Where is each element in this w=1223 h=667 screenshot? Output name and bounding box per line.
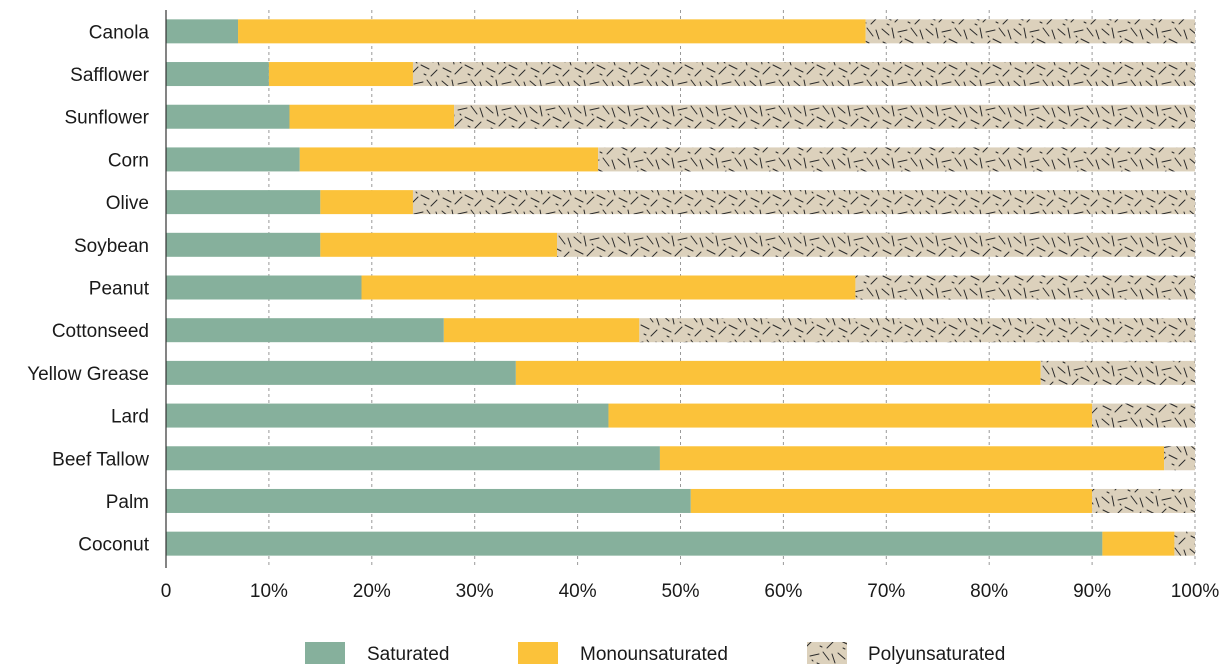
bar-row-sunflower bbox=[166, 104, 1195, 129]
x-tick-label-60: 60% bbox=[764, 581, 802, 602]
x-tick-label-10: 10% bbox=[250, 581, 288, 602]
legend-swatch-monounsaturated bbox=[518, 642, 558, 664]
category-label-olive: Olive bbox=[106, 193, 149, 214]
bar-coconut-polyunsaturated bbox=[1174, 531, 1195, 556]
bar-peanut-monounsaturated bbox=[361, 275, 856, 300]
category-label-sunflower: Sunflower bbox=[65, 108, 150, 129]
x-tick-label-80: 80% bbox=[970, 581, 1008, 602]
bar-soybean-saturated bbox=[166, 232, 321, 257]
category-label-coconut: Coconut bbox=[78, 535, 149, 556]
bar-sunflower-monounsaturated bbox=[289, 104, 455, 129]
bar-row-beef-tallow bbox=[166, 446, 1195, 471]
bar-olive-monounsaturated bbox=[320, 190, 413, 215]
bar-yellow-grease-monounsaturated bbox=[515, 360, 1041, 385]
bar-row-canola bbox=[166, 19, 1195, 44]
bar-sunflower-polyunsaturated bbox=[454, 104, 1195, 129]
bar-row-corn bbox=[166, 147, 1195, 172]
bar-soybean-monounsaturated bbox=[320, 232, 558, 257]
legend-swatch-polyunsaturated bbox=[807, 642, 847, 664]
bar-soybean-polyunsaturated bbox=[557, 232, 1195, 257]
bar-row-lard bbox=[166, 403, 1195, 428]
bar-yellow-grease-polyunsaturated bbox=[1040, 360, 1195, 385]
bar-row-coconut bbox=[166, 531, 1195, 556]
legend-label-monounsaturated: Monounsaturated bbox=[580, 644, 728, 665]
bar-safflower-saturated bbox=[166, 62, 269, 87]
legend-swatch-saturated bbox=[305, 642, 345, 664]
x-tick-label-30: 30% bbox=[456, 581, 494, 602]
category-label-corn: Corn bbox=[108, 150, 149, 171]
bar-cottonseed-polyunsaturated bbox=[639, 318, 1195, 343]
category-label-canola: Canola bbox=[89, 22, 150, 43]
bar-lard-saturated bbox=[166, 403, 609, 428]
category-label-soybean: Soybean bbox=[74, 236, 149, 257]
x-tick-label-50: 50% bbox=[661, 581, 699, 602]
category-label-peanut: Peanut bbox=[89, 279, 150, 300]
x-tick-label-zero: 0 bbox=[161, 581, 172, 602]
legend-label-polyunsaturated: Polyunsaturated bbox=[868, 644, 1005, 665]
bar-beef-tallow-polyunsaturated bbox=[1164, 446, 1195, 471]
category-label-cottonseed: Cottonseed bbox=[52, 321, 149, 342]
legend-label-saturated: Saturated bbox=[367, 644, 449, 665]
legend: Saturated Monounsaturated Polyunsaturated bbox=[305, 642, 1005, 665]
bar-row-peanut bbox=[166, 275, 1195, 300]
category-label-beef-tallow: Beef Tallow bbox=[52, 449, 149, 470]
bar-corn-polyunsaturated bbox=[598, 147, 1195, 172]
bar-row-safflower bbox=[166, 62, 1196, 87]
bar-safflower-monounsaturated bbox=[268, 62, 413, 87]
bar-beef-tallow-monounsaturated bbox=[659, 446, 1165, 471]
bar-lard-polyunsaturated bbox=[1092, 403, 1195, 428]
axes: 0 10% 20% 30% 40% 50% 60% 70% 80% 90% 100% Canola Sa… bbox=[27, 10, 1219, 602]
bar-row-olive bbox=[166, 190, 1196, 215]
category-label-yellow-grease: Yellow Grease bbox=[27, 364, 149, 385]
bar-canola-monounsaturated bbox=[238, 19, 866, 44]
category-label-lard: Lard bbox=[111, 407, 149, 428]
bar-coconut-saturated bbox=[166, 531, 1103, 556]
x-tick-label-90: 90% bbox=[1073, 581, 1111, 602]
bar-cottonseed-monounsaturated bbox=[443, 318, 640, 343]
bar-palm-monounsaturated bbox=[690, 488, 1093, 513]
x-tick-label-70: 70% bbox=[867, 581, 905, 602]
bar-corn-monounsaturated bbox=[299, 147, 599, 172]
bar-olive-saturated bbox=[166, 190, 321, 215]
bar-beef-tallow-saturated bbox=[166, 446, 660, 471]
x-tick-label-40: 40% bbox=[559, 581, 597, 602]
bar-lard-monounsaturated bbox=[608, 403, 1093, 428]
bar-canola-polyunsaturated bbox=[865, 19, 1195, 44]
x-tick-label-20: 20% bbox=[353, 581, 391, 602]
bar-row-palm bbox=[166, 488, 1195, 513]
category-label-safflower: Safflower bbox=[70, 65, 150, 86]
bar-palm-polyunsaturated bbox=[1092, 488, 1195, 513]
x-tick-label-100: 100% bbox=[1171, 581, 1220, 602]
bar-palm-saturated bbox=[166, 488, 691, 513]
bar-cottonseed-saturated bbox=[166, 318, 444, 343]
bar-safflower-polyunsaturated bbox=[412, 62, 1196, 87]
bar-row-cottonseed bbox=[166, 318, 1195, 343]
bar-corn-saturated bbox=[166, 147, 300, 172]
bar-yellow-grease-saturated bbox=[166, 360, 516, 385]
bar-peanut-polyunsaturated bbox=[855, 275, 1195, 300]
bar-coconut-monounsaturated bbox=[1102, 531, 1175, 556]
bar-row-soybean bbox=[166, 232, 1195, 257]
bar-sunflower-saturated bbox=[166, 104, 290, 129]
category-label-palm: Palm bbox=[106, 492, 149, 513]
bar-row-yellow-grease bbox=[166, 360, 1195, 385]
bar-olive-polyunsaturated bbox=[412, 190, 1196, 215]
bar-peanut-saturated bbox=[166, 275, 362, 300]
bar-canola-saturated bbox=[166, 19, 239, 44]
bars bbox=[166, 19, 1196, 556]
